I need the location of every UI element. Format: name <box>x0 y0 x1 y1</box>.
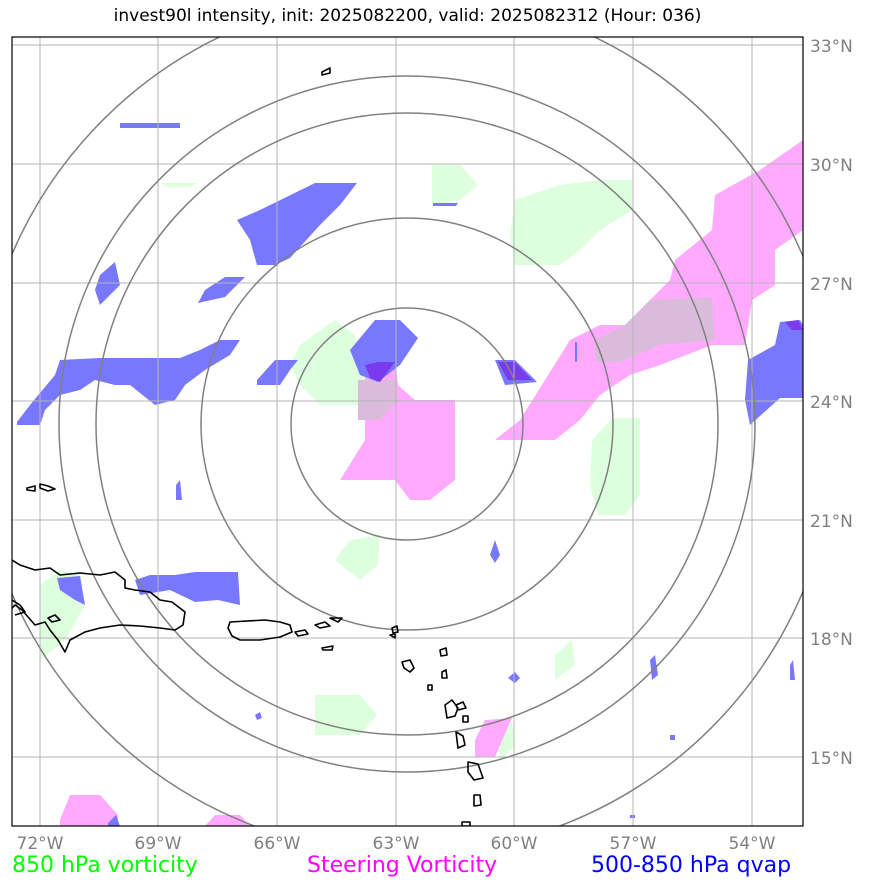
lat-label: 33°N <box>810 37 853 57</box>
range-ring <box>58 75 756 773</box>
legend-steering-vorticity: Steering Vorticity <box>307 853 498 878</box>
vorticity-850-fill <box>40 165 640 760</box>
qvap-overlap-fill <box>365 320 803 382</box>
lon-label: 63°W <box>373 834 420 854</box>
legend-850-vorticity: 850 hPa vorticity <box>12 853 198 878</box>
lat-label: 24°N <box>810 393 853 413</box>
lon-label: 72°W <box>17 834 64 854</box>
overlap-fill <box>358 297 715 420</box>
range-rings <box>12 37 803 826</box>
coastlines <box>12 67 484 826</box>
latitude-labels: 33°N 30°N 27°N 24°N 21°N 18°N 15°N <box>810 37 853 769</box>
steering-vorticity-fill <box>60 140 803 826</box>
plot-frame <box>11 36 804 827</box>
lon-label: 60°W <box>491 834 538 854</box>
legend-qvap: 500-850 hPa qvap <box>591 853 792 878</box>
lat-label: 30°N <box>810 156 853 176</box>
lat-label: 27°N <box>810 275 853 295</box>
lon-label: 54°W <box>729 834 776 854</box>
hispaniola-coast <box>12 559 186 653</box>
lon-label: 66°W <box>254 834 301 854</box>
lat-label: 21°N <box>810 512 853 532</box>
lon-label: 69°W <box>135 834 182 854</box>
map-title: invest90l intensity, init: 2025082200, v… <box>113 6 702 26</box>
range-ring <box>200 217 614 631</box>
longitude-labels: 72°W 69°W 66°W 63°W 60°W 57°W 54°W <box>17 834 776 854</box>
range-ring <box>95 112 719 736</box>
range-ring <box>290 307 524 541</box>
gridlines <box>12 37 803 826</box>
lat-label: 15°N <box>810 749 853 769</box>
lat-label: 18°N <box>810 630 853 650</box>
lon-label: 57°W <box>610 834 657 854</box>
puerto-rico-coast <box>227 619 293 641</box>
